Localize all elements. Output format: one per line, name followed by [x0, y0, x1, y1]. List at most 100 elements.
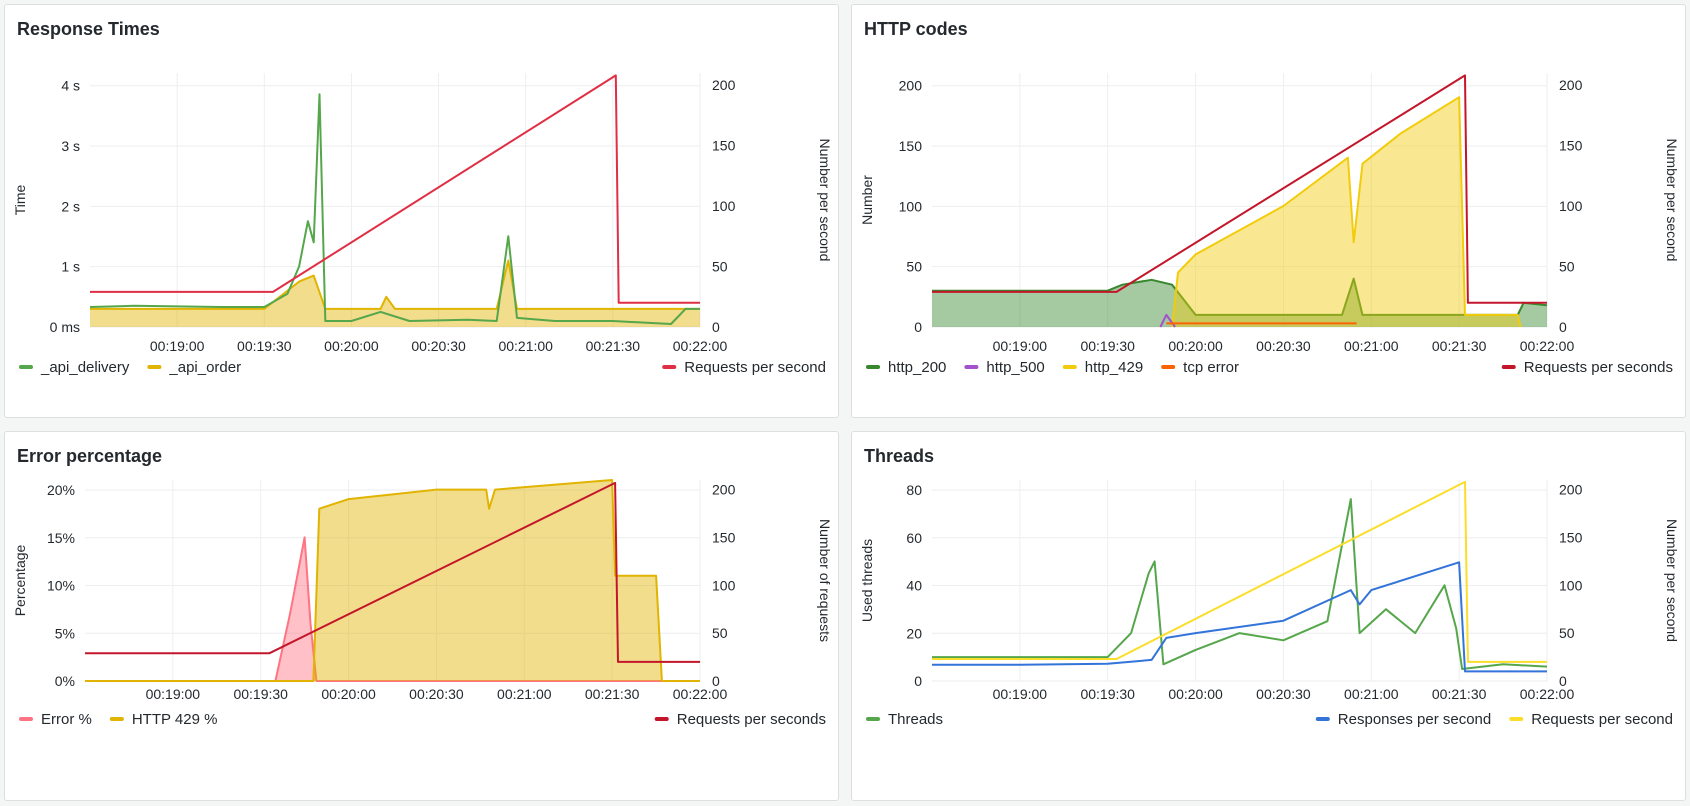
y-left-axis-label: Percentage [12, 544, 28, 616]
y-right-tick-label: 200 [712, 482, 736, 498]
http-codes-panel: HTTP codes 0 50 100 150 200 0 50 100 150 200 00:19… [851, 4, 1686, 418]
y-left-tick-label: 0% [55, 673, 75, 689]
x-tick-label: 00:20:00 [321, 686, 376, 702]
series-line-responses-per-second [932, 561, 1547, 673]
x-tick-label: 00:21:00 [498, 338, 553, 354]
x-tick-label: 00:21:00 [1344, 686, 1399, 702]
panel-title: HTTP codes [864, 19, 968, 39]
x-tick-label: 00:21:30 [1432, 686, 1487, 702]
panel-title: Error percentage [17, 446, 163, 466]
x-tick-label: 00:20:00 [1168, 338, 1223, 354]
legend-item-requests-per-seconds: Requests per seconds [1524, 359, 1673, 376]
series-line-api-delivery [89, 93, 700, 325]
y-right-tick-label: 0 [712, 673, 720, 689]
y-right-tick-label: 200 [1559, 77, 1583, 93]
x-tick-label: 00:20:30 [1256, 338, 1311, 354]
threads-chart: 0 20 40 60 80 0 50 100 150 200 00:19:00 00:19:30 00:… [859, 480, 1680, 728]
y-right-tick-label: 50 [1559, 259, 1575, 275]
x-tick-label: 00:22:00 [1520, 686, 1575, 702]
x-tick-label: 00:20:00 [1168, 686, 1223, 702]
y-left-axis-label: Used threads [859, 539, 875, 622]
series-line-api-order [90, 259, 700, 310]
series-line-http-429 [85, 479, 700, 682]
y-left-tick-label: 0 [914, 673, 922, 689]
legend-swatch-api-order [147, 365, 162, 369]
y-right-axis-label: Number of requests [817, 519, 833, 642]
y-left-tick-label: 5% [55, 625, 75, 641]
legend-item-requests-per-second: Requests per second [684, 359, 826, 376]
y-right-tick-label: 100 [712, 577, 736, 593]
http-codes-chart: 0 50 100 150 200 0 50 100 150 200 00:19:00 00:19:30… [859, 73, 1680, 376]
legend-item-http-200: http_200 [888, 359, 946, 376]
x-tick-label: 00:19:00 [993, 338, 1048, 354]
y-left-tick-label: 100 [899, 198, 923, 214]
y-right-tick-label: 50 [1559, 625, 1575, 641]
y-left-tick-label: 15% [47, 530, 75, 546]
y-right-tick-label: 100 [712, 198, 736, 214]
x-tick-label: 00:21:00 [1344, 338, 1399, 354]
series-line-requests-per-seconds [932, 74, 1547, 304]
y-right-tick-label: 0 [712, 319, 720, 335]
legend-item-requests-per-second: Requests per second [1531, 711, 1673, 728]
x-tick-label: 00:21:30 [585, 686, 640, 702]
legend-swatch-http-429 [109, 717, 124, 721]
y-right-tick-label: 200 [1559, 482, 1583, 498]
legend-swatch-requests-per-seconds [1501, 365, 1516, 369]
x-tick-label: 00:19:30 [1080, 338, 1135, 354]
x-tick-label: 00:19:00 [146, 686, 201, 702]
series-area-http-429 [85, 480, 700, 681]
x-tick-label: 00:21:30 [586, 338, 641, 354]
legend-item-responses-per-second: Responses per second [1338, 711, 1491, 728]
y-right-axis-label: Number per second [817, 139, 833, 262]
series-line-requests-per-second [90, 74, 700, 304]
legend-swatch-requests-per-second [1509, 717, 1524, 721]
legend-swatch-http-200 [866, 365, 880, 369]
x-tick-label: 00:22:00 [673, 338, 728, 354]
y-right-tick-label: 100 [1559, 198, 1583, 214]
x-tick-label: 00:20:30 [411, 338, 466, 354]
series-line-threads [932, 498, 1548, 670]
x-tick-label: 00:21:00 [497, 686, 552, 702]
y-left-tick-label: 4 s [61, 78, 80, 94]
y-right-tick-label: 200 [712, 77, 736, 93]
x-tick-label: 00:20:30 [1256, 686, 1311, 702]
response-times-chart: 0 ms 1 s 2 s 3 s 4 s 0 50 100 150 200 00:19:00 00:1… [12, 73, 833, 376]
x-tick-label: 00:19:00 [993, 686, 1048, 702]
series-line-requests-per-seconds [85, 481, 700, 663]
legend-swatch-tcp-error [1161, 365, 1176, 369]
y-left-tick-label: 3 s [61, 138, 80, 154]
y-left-tick-label: 10% [47, 578, 75, 594]
legend-item-tcp-error: tcp error [1183, 359, 1239, 376]
legend-swatch-api-delivery [19, 365, 33, 369]
y-left-tick-label: 20 [906, 625, 922, 641]
legend-item-error: Error % [41, 711, 92, 728]
y-right-tick-label: 50 [712, 259, 728, 275]
y-right-tick-label: 150 [1559, 529, 1583, 545]
threads-panel: Threads 0 20 40 60 80 0 50 100 150 200 00:19:00 00:… [851, 431, 1686, 801]
y-left-tick-label: 2 s [61, 198, 80, 214]
y-left-axis-label: Number [859, 175, 875, 225]
y-left-tick-label: 200 [899, 78, 923, 94]
y-right-tick-label: 0 [1559, 319, 1567, 335]
y-left-tick-label: 1 s [61, 259, 80, 275]
series-area-http-429 [1172, 97, 1521, 327]
legend-item-requests-per-seconds: Requests per seconds [677, 711, 826, 728]
y-right-tick-label: 100 [1559, 577, 1583, 593]
y-right-tick-label: 150 [712, 529, 736, 545]
series-area-api-order [90, 260, 700, 327]
legend-swatch-http-429 [1062, 365, 1077, 369]
x-tick-label: 00:20:30 [409, 686, 464, 702]
y-left-tick-label: 60 [906, 530, 922, 546]
error-percentage-panel: Error percentage 0% 5% 10% 15% 20% 0 50 100 150 2… [4, 431, 839, 801]
legend-swatch-responses-per-second [1315, 717, 1330, 721]
legend-item-api-order: _api_order [168, 359, 241, 376]
x-tick-label: 00:19:30 [237, 338, 292, 354]
legend-item-http-429: http_429 [1085, 359, 1143, 376]
y-right-tick-label: 0 [1559, 673, 1567, 689]
y-left-tick-label: 50 [906, 259, 922, 275]
y-right-tick-label: 50 [712, 625, 728, 641]
legend-swatch-error [19, 717, 33, 721]
y-left-tick-label: 0 ms [50, 319, 80, 335]
y-left-tick-label: 40 [906, 578, 922, 594]
x-tick-label: 00:22:00 [1520, 338, 1575, 354]
